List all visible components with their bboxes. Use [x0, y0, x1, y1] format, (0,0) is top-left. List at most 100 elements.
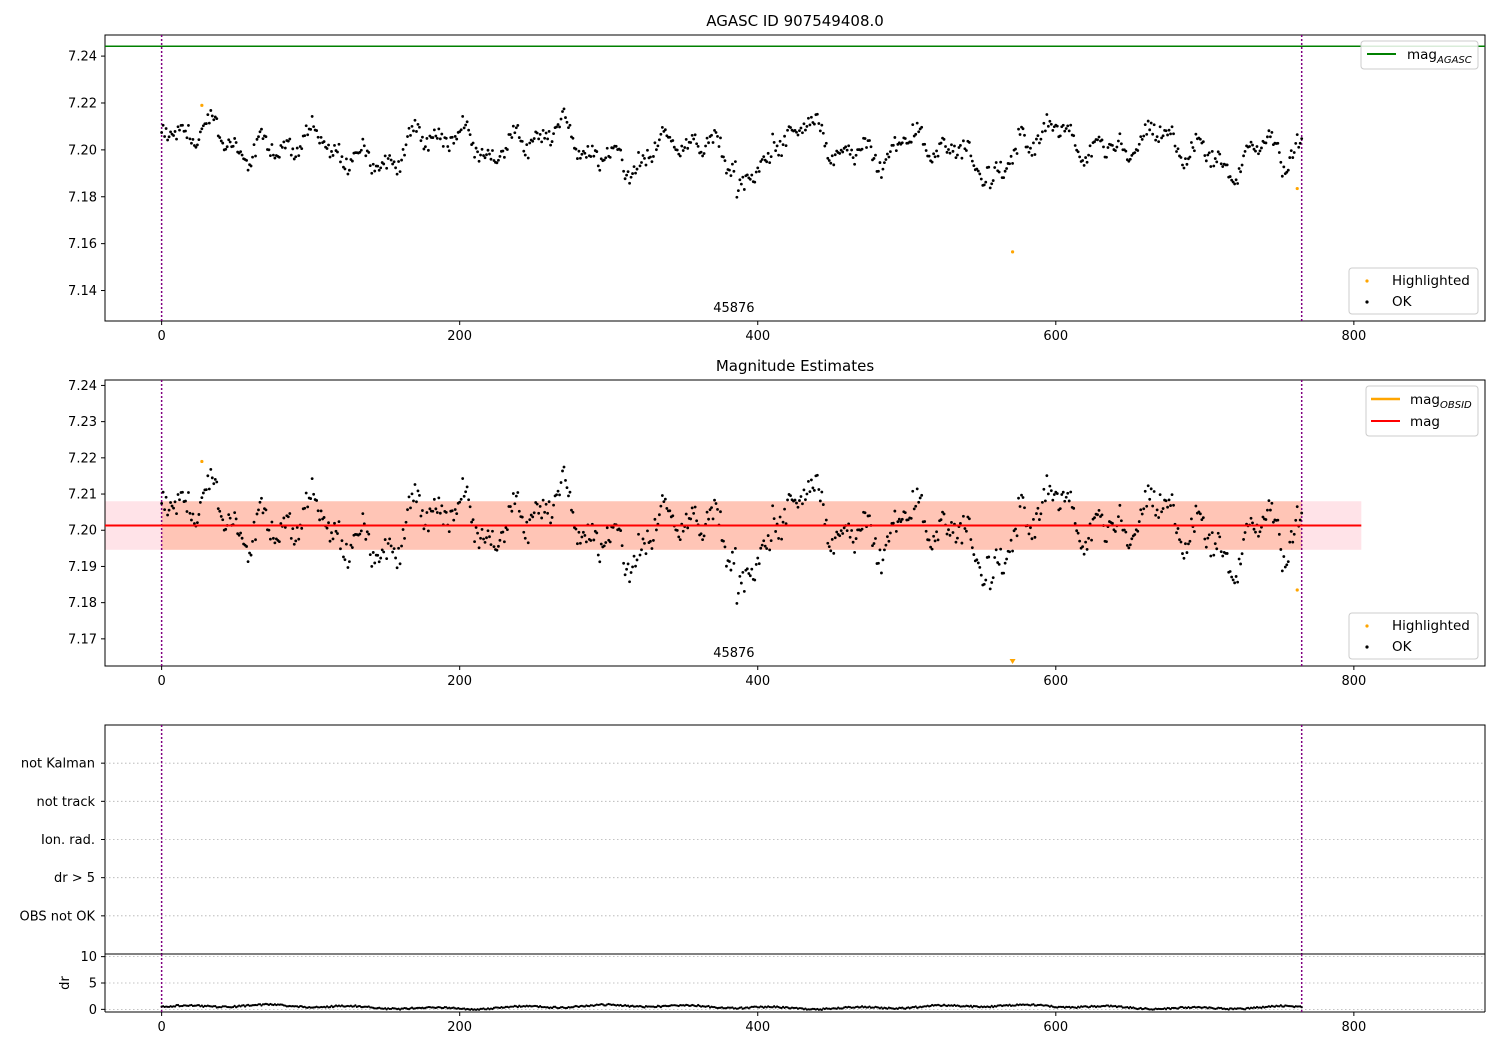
ok-point: [523, 536, 527, 540]
ok-point: [1225, 163, 1229, 167]
ok-point: [473, 155, 476, 159]
ok-point: [745, 567, 749, 571]
ok-point: [1122, 528, 1126, 532]
ok-point: [1127, 159, 1131, 163]
ok-point: [702, 152, 706, 155]
ok-point: [912, 507, 916, 511]
dr-point: [1260, 1006, 1263, 1009]
dr-point: [896, 1007, 899, 1010]
ok-point: [1213, 157, 1217, 160]
ok-point: [295, 146, 299, 150]
dr-point: [655, 1005, 658, 1009]
ok-point: [690, 506, 694, 510]
ok-point: [195, 521, 199, 524]
ok-point: [571, 136, 575, 140]
ok-point: [1096, 138, 1099, 142]
ok-point: [267, 528, 271, 532]
ok-point: [596, 553, 600, 557]
ok-point: [868, 139, 871, 142]
agasc-y-tick-label: 7.20: [68, 143, 97, 158]
ok-point: [485, 536, 488, 540]
ok-point: [817, 488, 821, 491]
ok-point: [342, 555, 345, 559]
ok-point: [690, 134, 694, 137]
ok-point: [194, 145, 198, 149]
ok-point: [1151, 132, 1155, 136]
ok-point: [686, 526, 690, 530]
ok-point: [1277, 151, 1281, 154]
ok-point: [655, 528, 658, 532]
ok-point: [227, 138, 231, 142]
highlighted-point: [200, 459, 204, 464]
ok-point: [269, 537, 272, 541]
ok-point: [277, 155, 281, 159]
ok-point: [455, 512, 459, 515]
ok-point: [832, 163, 836, 167]
estimates-y-tick-label: 7.17: [68, 632, 97, 647]
ok-point: [900, 517, 904, 521]
ok-point: [394, 556, 398, 560]
legend-ok-label: OK: [1392, 639, 1413, 655]
ok-point: [1072, 134, 1076, 138]
ok-point: [1026, 145, 1029, 149]
ok-point: [766, 151, 770, 155]
dr-point: [384, 1007, 387, 1010]
ok-point: [1187, 542, 1190, 546]
ok-point: [1294, 518, 1298, 522]
ok-point: [453, 508, 457, 511]
ok-point: [1234, 575, 1238, 578]
ok-point: [1218, 152, 1222, 156]
ok-point: [1242, 538, 1245, 541]
ok-point: [1142, 507, 1146, 511]
ok-point: [318, 518, 322, 522]
ok-point: [739, 182, 743, 186]
ok-point: [1212, 164, 1216, 168]
ok-point: [382, 162, 386, 166]
ok-point: [434, 507, 438, 511]
dr-point: [1243, 1008, 1247, 1011]
ok-point: [413, 483, 417, 486]
ok-point: [1011, 161, 1014, 165]
ok-point: [406, 508, 409, 512]
ok-point: [1064, 495, 1068, 499]
ok-point: [762, 155, 766, 159]
ok-point: [492, 159, 496, 162]
ok-point: [956, 153, 959, 157]
ok-point: [501, 149, 505, 153]
ok-point: [431, 509, 435, 513]
ok-point: [802, 122, 806, 126]
ok-point: [988, 587, 992, 591]
ok-point: [447, 149, 451, 153]
ok-point: [804, 498, 807, 502]
ok-point: [339, 160, 342, 164]
ok-point: [325, 526, 329, 530]
ok-point: [340, 539, 344, 543]
ok-point: [286, 515, 290, 519]
ok-point: [733, 160, 737, 164]
ok-point: [502, 155, 506, 159]
ok-point: [198, 130, 202, 134]
dr-point: [835, 1007, 838, 1010]
ok-point: [1201, 140, 1205, 144]
ok-point: [619, 148, 623, 152]
ok-point: [489, 543, 493, 547]
ok-point: [1118, 132, 1122, 136]
ok-point: [592, 538, 596, 542]
ok-point: [970, 159, 974, 163]
ok-point: [435, 136, 439, 140]
ok-point: [1158, 125, 1162, 129]
ok-point: [671, 139, 675, 142]
ok-point: [358, 532, 362, 536]
ok-point: [1282, 555, 1286, 558]
ok-point: [1213, 542, 1217, 546]
ok-point: [392, 160, 396, 164]
ok-point: [793, 128, 797, 132]
ok-point: [410, 492, 414, 496]
ok-point: [1197, 510, 1201, 514]
ok-point: [684, 512, 688, 516]
ok-point: [1161, 507, 1165, 510]
ok-point: [373, 169, 377, 173]
ok-point: [476, 150, 479, 154]
ok-point: [1087, 536, 1090, 540]
ok-point: [1115, 145, 1119, 149]
